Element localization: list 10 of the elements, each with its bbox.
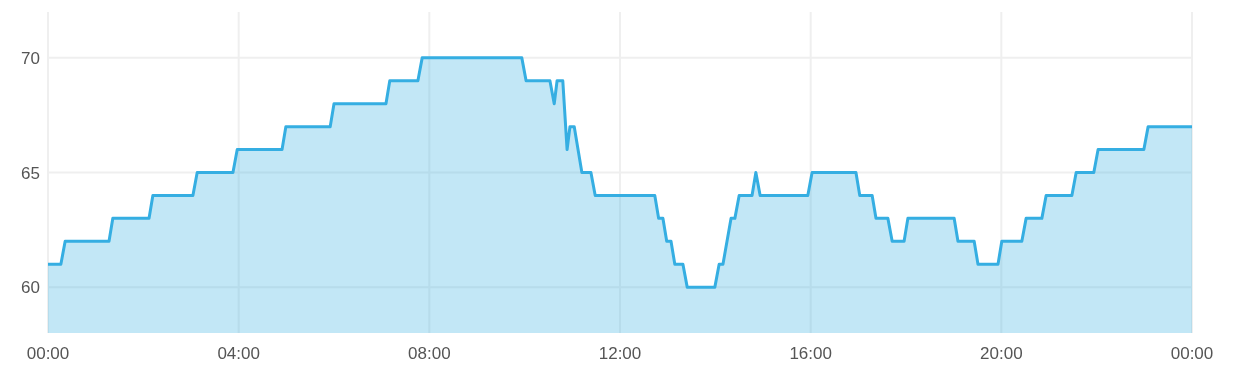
x-tick-label: 08:00	[408, 344, 451, 364]
y-tick-label: 70	[21, 48, 40, 68]
x-tick-label: 00:00	[1170, 344, 1214, 364]
y-tick-label: 65	[21, 163, 40, 183]
x-tick-label: 16:00	[789, 344, 832, 364]
y-tick-label: 60	[21, 278, 40, 298]
x-tick-label: 20:00	[980, 344, 1023, 364]
x-tick-label: 00:00	[26, 344, 70, 364]
x-tick-label: 04:00	[217, 344, 260, 364]
x-tick-label: 12:00	[598, 344, 642, 364]
